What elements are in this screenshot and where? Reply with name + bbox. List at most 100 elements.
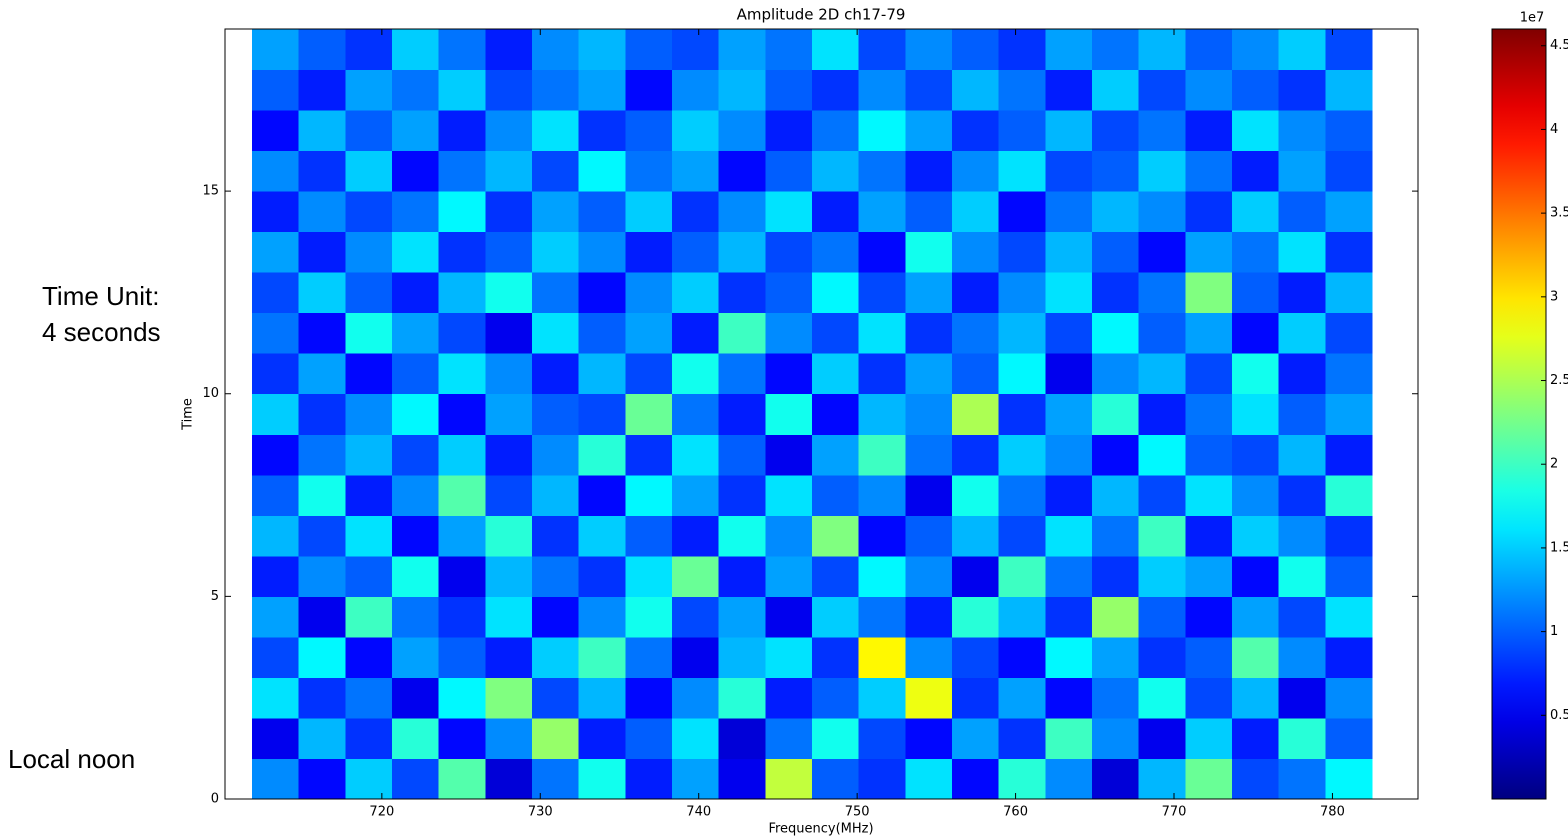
heatmap-cell	[718, 636, 766, 678]
heatmap-cell	[858, 110, 906, 152]
heatmap-cell	[1092, 353, 1140, 395]
heatmap-cell	[251, 191, 300, 233]
heatmap-cell	[952, 555, 1000, 597]
heatmap-cell	[625, 515, 673, 557]
heatmap-cell	[1325, 758, 1373, 800]
heatmap-cell	[1185, 717, 1233, 759]
heatmap-cell	[858, 596, 906, 638]
heatmap-cell	[1232, 474, 1280, 516]
heatmap-cell	[811, 758, 860, 800]
heatmap-cell	[905, 677, 953, 719]
heatmap-cell	[671, 515, 720, 557]
heatmap-cell	[625, 312, 673, 354]
heatmap-cell	[298, 758, 346, 800]
heatmap-cell	[1138, 758, 1186, 800]
heatmap-cell	[531, 150, 580, 192]
heatmap-cell	[438, 110, 486, 152]
heatmap-cell	[671, 312, 720, 354]
heatmap-cell	[1232, 110, 1280, 152]
heatmap-cell	[858, 474, 906, 516]
heatmap-cell	[251, 474, 300, 516]
heatmap-cell	[811, 474, 860, 516]
heatmap-cell	[1278, 474, 1326, 516]
heatmap-cell	[1185, 515, 1233, 557]
colorbar-offset: 1e7	[1520, 11, 1545, 26]
heatmap-cell	[1185, 636, 1233, 678]
heatmap-cell	[578, 677, 626, 719]
heatmap-cell	[578, 231, 626, 273]
heatmap-cell	[1325, 150, 1373, 192]
heatmap-cell	[438, 474, 486, 516]
annotation: Local noon	[8, 744, 135, 774]
heatmap-cell	[578, 69, 626, 111]
x-tick-label: 730	[528, 805, 553, 820]
heatmap-cell	[251, 150, 300, 192]
heatmap-cell	[391, 717, 440, 759]
heatmap-cell	[485, 272, 533, 314]
heatmap-cell	[811, 191, 860, 233]
heatmap-cell	[905, 231, 953, 273]
heatmap-cell	[1325, 69, 1373, 111]
heatmap-cell	[578, 191, 626, 233]
heatmap-cell	[952, 312, 1000, 354]
heatmap-cell	[485, 110, 533, 152]
heatmap-cell	[1185, 474, 1233, 516]
heatmap-cell	[1138, 312, 1186, 354]
heatmap-cell	[531, 69, 580, 111]
heatmap-cell	[345, 636, 393, 678]
heatmap-cell	[1278, 231, 1326, 273]
heatmap-cell	[905, 150, 953, 192]
heatmap-cell	[811, 677, 860, 719]
heatmap-cell	[1278, 677, 1326, 719]
heatmap-cell	[1232, 312, 1280, 354]
heatmap-cell	[345, 758, 393, 800]
heatmap-cell	[531, 717, 580, 759]
heatmap-cell	[811, 69, 860, 111]
heatmap-cell	[1138, 717, 1186, 759]
heatmap-cell	[1325, 555, 1373, 597]
heatmap-cell	[391, 312, 440, 354]
heatmap-cell	[531, 231, 580, 273]
heatmap-cell	[1092, 474, 1140, 516]
y-tick-label: 10	[202, 386, 219, 401]
heatmap-cell	[485, 393, 533, 435]
heatmap-cell	[298, 393, 346, 435]
heatmap-cell	[811, 393, 860, 435]
heatmap-cell	[1045, 272, 1093, 314]
heatmap-cell	[485, 150, 533, 192]
heatmap-cell	[858, 434, 906, 476]
heatmap-cell	[438, 393, 486, 435]
heatmap-cell	[1092, 29, 1140, 71]
heatmap-cell	[298, 717, 346, 759]
heatmap-cell	[1045, 312, 1093, 354]
heatmap-cell	[1138, 393, 1186, 435]
heatmap-cell	[1278, 596, 1326, 638]
heatmap-cell	[1232, 636, 1280, 678]
heatmap-cell	[858, 353, 906, 395]
heatmap-cell	[485, 758, 533, 800]
heatmap-cell	[1138, 434, 1186, 476]
colorbar-tick-label: 1	[1550, 624, 1558, 639]
heatmap-cell	[718, 150, 766, 192]
heatmap-cell	[1232, 150, 1280, 192]
heatmap-cell	[345, 69, 393, 111]
heatmap-cell	[485, 353, 533, 395]
heatmap-cell	[1092, 231, 1140, 273]
heatmap-cell	[765, 636, 813, 678]
heatmap-cell	[1045, 393, 1093, 435]
heatmap-cell	[1185, 29, 1233, 71]
heatmap-cell	[531, 312, 580, 354]
heatmap-cell	[251, 29, 300, 71]
heatmap-cell	[858, 29, 906, 71]
heatmap-cell	[765, 677, 813, 719]
x-tick-label: 770	[1162, 805, 1187, 820]
heatmap-cell	[345, 596, 393, 638]
heatmap-cell	[298, 353, 346, 395]
heatmap-cell	[531, 555, 580, 597]
heatmap-cell	[251, 434, 300, 476]
heatmap-cell	[625, 110, 673, 152]
heatmap-cell	[485, 312, 533, 354]
heatmap-cell	[811, 515, 860, 557]
heatmap-cell	[765, 191, 813, 233]
heatmap-cell	[391, 150, 440, 192]
